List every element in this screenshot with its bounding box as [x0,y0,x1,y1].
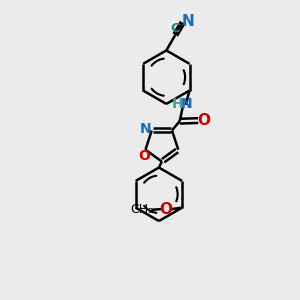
Text: C: C [170,22,180,35]
Text: H: H [172,97,183,111]
Text: N: N [181,97,192,111]
Text: O: O [160,202,172,217]
Text: N: N [140,122,151,136]
Text: O: O [197,113,210,128]
Text: N: N [182,14,194,28]
Text: CH₃: CH₃ [130,203,153,216]
Text: O: O [138,149,150,163]
